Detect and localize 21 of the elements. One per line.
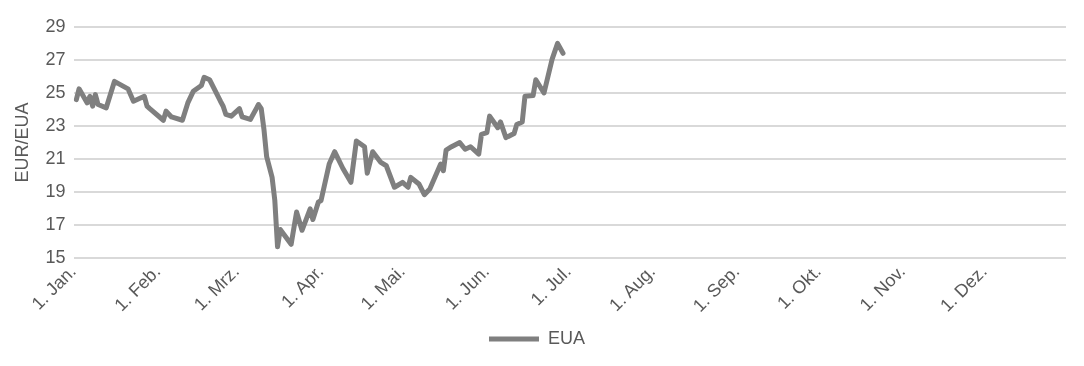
y-tick-label: 27 xyxy=(45,48,66,69)
x-tick-label: 1. Jul. xyxy=(526,261,575,310)
x-tick-label: 1. Mai. xyxy=(356,261,409,314)
legend-label: EUA xyxy=(547,327,586,348)
y-tick-label: 17 xyxy=(45,214,66,235)
x-tick-label: 1. Feb. xyxy=(110,261,165,315)
y-tick-label: 29 xyxy=(45,15,66,36)
x-tick-label: 1. Apr. xyxy=(277,261,328,312)
x-tick-label: 1. Sep. xyxy=(688,261,744,316)
y-axis-title: EUR/EUA xyxy=(11,102,32,183)
y-tick-label: 25 xyxy=(45,81,66,102)
x-tick-label: 1. Aug. xyxy=(605,261,660,316)
y-tick-label: 23 xyxy=(45,115,66,136)
y-tick-label: 15 xyxy=(45,247,66,268)
y-tick-label: 19 xyxy=(45,181,66,202)
x-tick-label: 1. Dez. xyxy=(936,261,991,316)
x-tick-label: 1. Mrz. xyxy=(190,261,244,315)
x-tick-label: 1. Okt. xyxy=(773,261,825,313)
y-tick-label: 21 xyxy=(45,148,66,169)
x-tick-label: 1. Jun. xyxy=(440,261,494,314)
x-tick-label: 1. Nov. xyxy=(855,261,910,315)
